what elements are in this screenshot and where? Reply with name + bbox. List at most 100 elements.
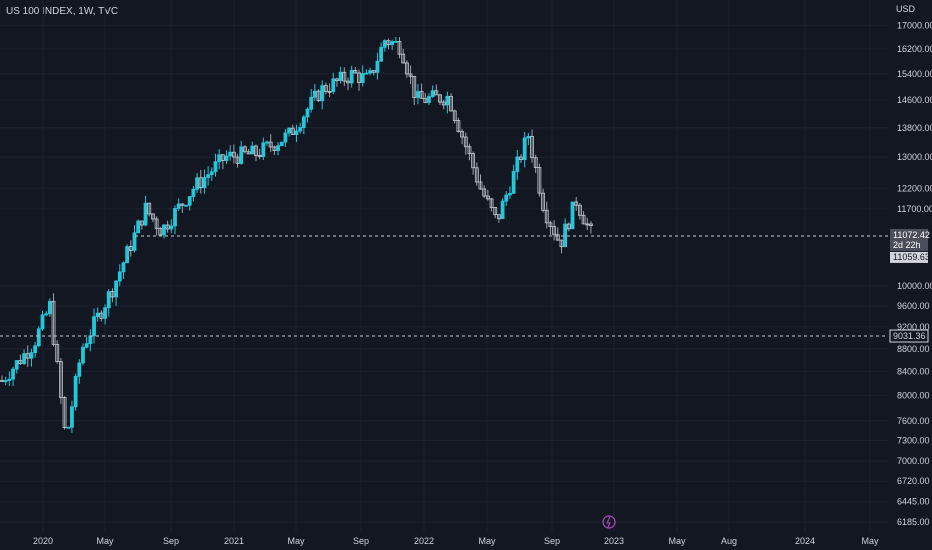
candle — [390, 41, 395, 46]
candle — [504, 194, 509, 202]
candle — [290, 127, 295, 135]
candle — [353, 69, 358, 74]
candle — [187, 196, 192, 206]
candle — [132, 232, 137, 251]
x-tick-label: 2023 — [604, 536, 624, 546]
y-tick-label: 6720.00 — [897, 476, 930, 486]
candle — [77, 362, 82, 377]
candle — [566, 223, 571, 230]
candle — [589, 223, 593, 226]
candle — [449, 95, 453, 112]
candle — [202, 177, 207, 189]
candle — [25, 353, 30, 359]
candle — [563, 223, 568, 248]
candle — [427, 96, 431, 103]
y-tick-label: 9200.00 — [897, 322, 930, 332]
x-tick-label: May — [861, 536, 879, 546]
candle — [305, 108, 310, 118]
candle — [106, 291, 111, 309]
candle — [33, 345, 38, 354]
candle — [327, 91, 332, 93]
candle — [301, 116, 306, 128]
candle — [184, 204, 188, 207]
candle — [114, 280, 119, 298]
candle — [58, 361, 63, 398]
candle — [51, 300, 56, 345]
y-tick-label: 8400.00 — [897, 367, 930, 377]
y-tick-label: 17000.00 — [897, 20, 932, 30]
candle — [0, 380, 4, 382]
candle — [408, 73, 413, 77]
candle — [471, 153, 476, 169]
x-tick-label: Aug — [721, 536, 737, 546]
candle — [195, 177, 199, 190]
candle — [14, 360, 19, 370]
chart-title: US 100 INDEX, 1W, TVC — [6, 6, 119, 17]
candle — [500, 200, 505, 220]
candle — [386, 40, 391, 46]
x-tick-label: Sep — [163, 536, 179, 546]
candle — [173, 208, 177, 227]
candle — [99, 312, 104, 319]
candle — [287, 127, 292, 134]
candle — [548, 222, 553, 227]
candle — [147, 202, 152, 215]
x-tick-label: 2024 — [795, 536, 815, 546]
candle — [88, 335, 93, 345]
candle — [577, 204, 582, 216]
candle — [165, 224, 170, 230]
candle — [7, 378, 12, 381]
candle — [559, 239, 564, 248]
y-tick-label: 7300.00 — [897, 436, 930, 446]
candle — [460, 131, 464, 138]
y-tick-label: 13800.00 — [897, 123, 932, 133]
candle — [342, 71, 347, 82]
candle — [73, 375, 78, 408]
candle — [364, 72, 369, 75]
candle — [143, 202, 148, 226]
x-tick-label: 2022 — [414, 536, 434, 546]
candle — [66, 426, 71, 429]
candle — [95, 312, 100, 318]
x-tick-label: 2020 — [33, 536, 53, 546]
candle — [294, 130, 299, 135]
candle — [515, 156, 520, 172]
candle — [555, 234, 560, 241]
candle — [478, 181, 483, 190]
candle — [206, 174, 211, 178]
candle — [368, 70, 372, 74]
candle — [81, 346, 85, 364]
candle — [335, 78, 339, 81]
candle — [158, 227, 163, 236]
candle — [541, 192, 545, 211]
candle — [430, 90, 435, 97]
candle — [570, 201, 575, 230]
candle — [250, 145, 255, 155]
y-tick-label: 6185.00 — [897, 517, 930, 527]
candle — [11, 368, 15, 380]
line-price-label: 9031.36 — [893, 331, 926, 341]
candle — [357, 72, 361, 83]
candle — [136, 220, 141, 234]
candle — [552, 226, 557, 236]
candle — [209, 171, 214, 176]
candle — [121, 262, 126, 273]
candle — [360, 73, 365, 83]
candle — [162, 224, 166, 236]
candle — [231, 151, 236, 158]
candle — [463, 136, 468, 148]
candle — [180, 203, 185, 206]
x-tick-label: Sep — [544, 536, 560, 546]
candle — [272, 146, 277, 152]
candle — [419, 91, 424, 99]
candle — [117, 271, 122, 282]
candle — [412, 75, 417, 98]
y-tick-label: 8000.00 — [897, 391, 930, 401]
candle — [467, 146, 472, 155]
candle — [349, 69, 354, 84]
candle — [537, 167, 542, 194]
y-tick-label: 10000.00 — [897, 281, 932, 291]
candle — [70, 406, 74, 428]
candle — [3, 380, 8, 382]
